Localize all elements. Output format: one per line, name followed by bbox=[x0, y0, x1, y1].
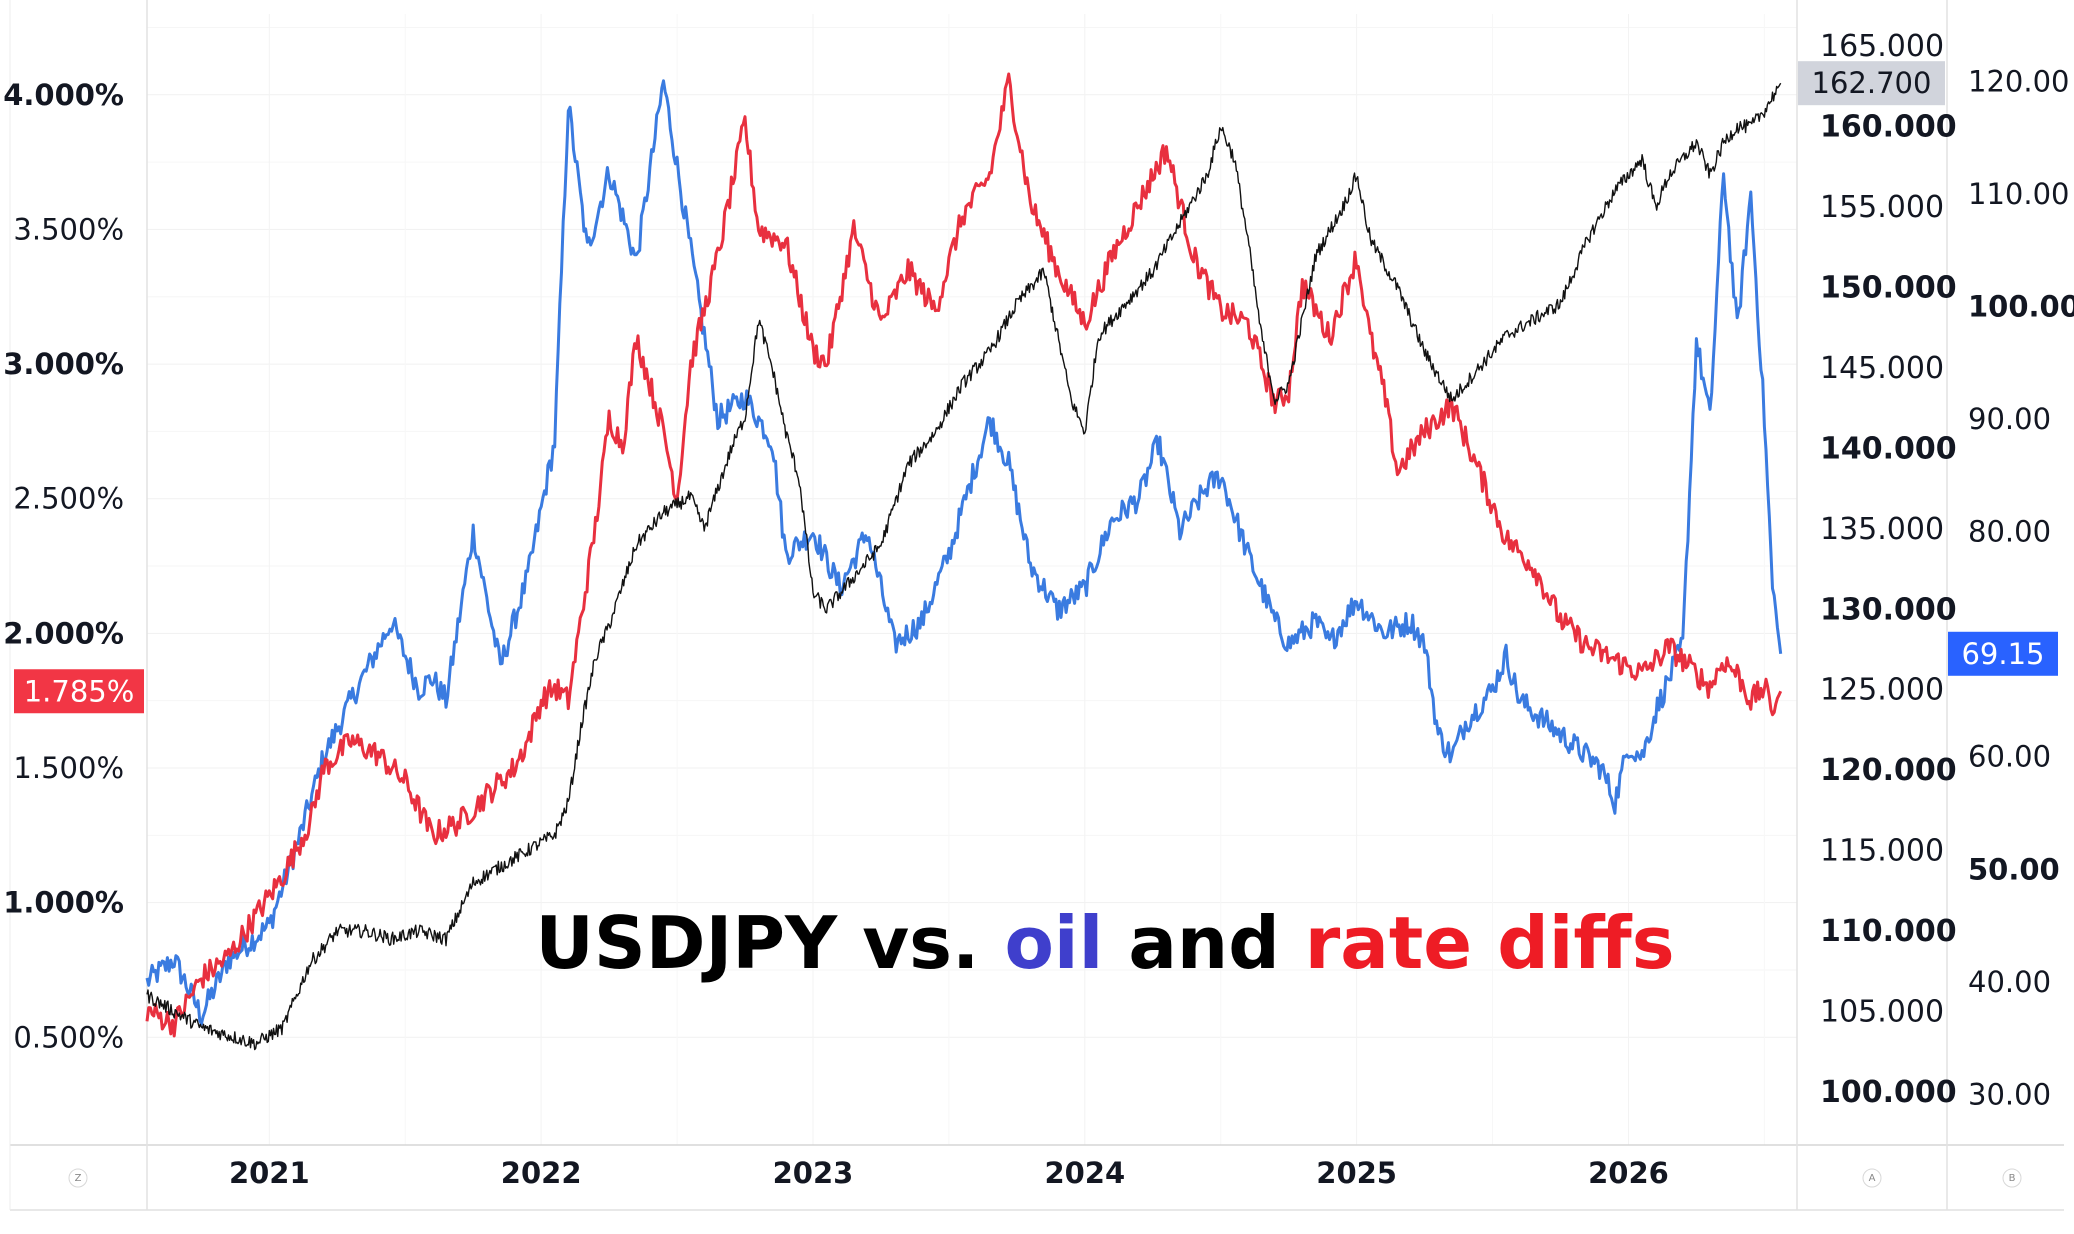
left-tick-label: 2.500% bbox=[13, 482, 124, 516]
usdjpy-tick-label: 100.000 bbox=[1820, 1075, 1957, 1110]
chart-title-part: and bbox=[1103, 901, 1305, 985]
corner-icon bbox=[68, 1168, 88, 1188]
usdjpy-tick-label: 150.000 bbox=[1820, 270, 1957, 305]
chart-title: USDJPY vs. oil and rate diffs bbox=[535, 901, 1674, 985]
corner-label: Z bbox=[75, 1173, 82, 1184]
oil-badge-label: 69.15 bbox=[1961, 637, 2044, 671]
usdjpy-badge-label: 162.700 bbox=[1812, 66, 1932, 100]
x-axis: 2021 2022 2023 2024 2025 2026 Z A B bbox=[68, 1156, 2022, 1190]
left-tick-label: 1.000% bbox=[3, 886, 124, 920]
series-line-oil bbox=[145, 79, 1783, 1026]
corner-label: A bbox=[1869, 1173, 1876, 1184]
oil-badge bbox=[1948, 631, 2058, 676]
series-line-usdjpy bbox=[146, 82, 1782, 1051]
left-tick-label: 4.000% bbox=[3, 78, 124, 112]
usdjpy-tick-label: 105.000 bbox=[1820, 994, 1944, 1029]
price-badges: 1.785% 162.700 69.15 bbox=[14, 61, 2058, 714]
x-tick-label: 2022 bbox=[501, 1156, 582, 1190]
oil-tick-label: 50.00 bbox=[1968, 852, 2060, 886]
usdjpy-tick-label: 110.000 bbox=[1820, 914, 1957, 949]
left-tick-label: 1.500% bbox=[13, 751, 124, 785]
series-line-left bbox=[145, 72, 1783, 1038]
left-tick-label: 0.500% bbox=[13, 1020, 124, 1054]
corner-icon bbox=[1862, 1168, 1882, 1188]
oil-tick-label: 120.00 bbox=[1968, 65, 2069, 99]
usdjpy-tick-label: 160.000 bbox=[1820, 110, 1957, 145]
x-tick-label: 2021 bbox=[229, 1156, 310, 1190]
oil-tick-label: 90.00 bbox=[1968, 402, 2051, 436]
corner-icon bbox=[2002, 1168, 2022, 1188]
oil-tick-label: 100.00 bbox=[1968, 290, 2074, 324]
chart-title-part: rate diffs bbox=[1305, 901, 1675, 985]
oil-axis: 120.00 110.00 100.00 90.00 80.00 60.00 50.00 40… bbox=[1968, 65, 2074, 1112]
usdjpy-tick-label: 140.000 bbox=[1820, 431, 1957, 466]
left-badge-label: 1.785% bbox=[24, 674, 135, 708]
left-axis: 4.000% 3.500% 3.000% 2.500% 2.000% 1.500% 1.00… bbox=[3, 78, 124, 1055]
usdjpy-tick-label: 135.000 bbox=[1820, 512, 1944, 547]
chart-frame bbox=[9, 0, 2064, 1211]
usdjpy-tick-label: 155.000 bbox=[1820, 190, 1944, 225]
series-lines bbox=[145, 72, 1783, 1051]
corner-label: B bbox=[2009, 1173, 2016, 1184]
x-tick-label: 2025 bbox=[1316, 1156, 1397, 1190]
usdjpy-tick-label: 115.000 bbox=[1820, 834, 1944, 869]
left-tick-label: 3.000% bbox=[3, 347, 124, 381]
chart-title-part: USDJPY vs. bbox=[535, 901, 1004, 985]
oil-tick-label: 80.00 bbox=[1968, 515, 2051, 549]
oil-tick-label: 110.00 bbox=[1968, 177, 2069, 211]
usdjpy-tick-label: 145.000 bbox=[1820, 351, 1944, 386]
grid bbox=[147, 14, 1797, 1145]
usdjpy-axis: 165.000 160.000 155.000 150.000 145.000 140.0… bbox=[1820, 29, 1957, 1110]
usdjpy-tick-label: 120.000 bbox=[1820, 753, 1957, 788]
usdjpy-tick-label: 125.000 bbox=[1820, 673, 1944, 708]
usdjpy-badge bbox=[1798, 61, 1945, 106]
left-badge bbox=[14, 669, 144, 714]
left-tick-label: 2.000% bbox=[3, 616, 124, 650]
chart-title-part: oil bbox=[1004, 901, 1103, 985]
x-tick-label: 2024 bbox=[1044, 1156, 1125, 1190]
x-tick-label: 2026 bbox=[1588, 1156, 1669, 1190]
x-tick-label: 2023 bbox=[773, 1156, 854, 1190]
usdjpy-tick-label: 130.000 bbox=[1820, 592, 1957, 627]
left-tick-label: 3.500% bbox=[13, 212, 124, 246]
oil-tick-label: 30.00 bbox=[1968, 1077, 2051, 1111]
oil-tick-label: 60.00 bbox=[1968, 740, 2051, 774]
oil-tick-label: 40.00 bbox=[1968, 965, 2051, 999]
usdjpy-tick-label: 165.000 bbox=[1820, 29, 1944, 64]
